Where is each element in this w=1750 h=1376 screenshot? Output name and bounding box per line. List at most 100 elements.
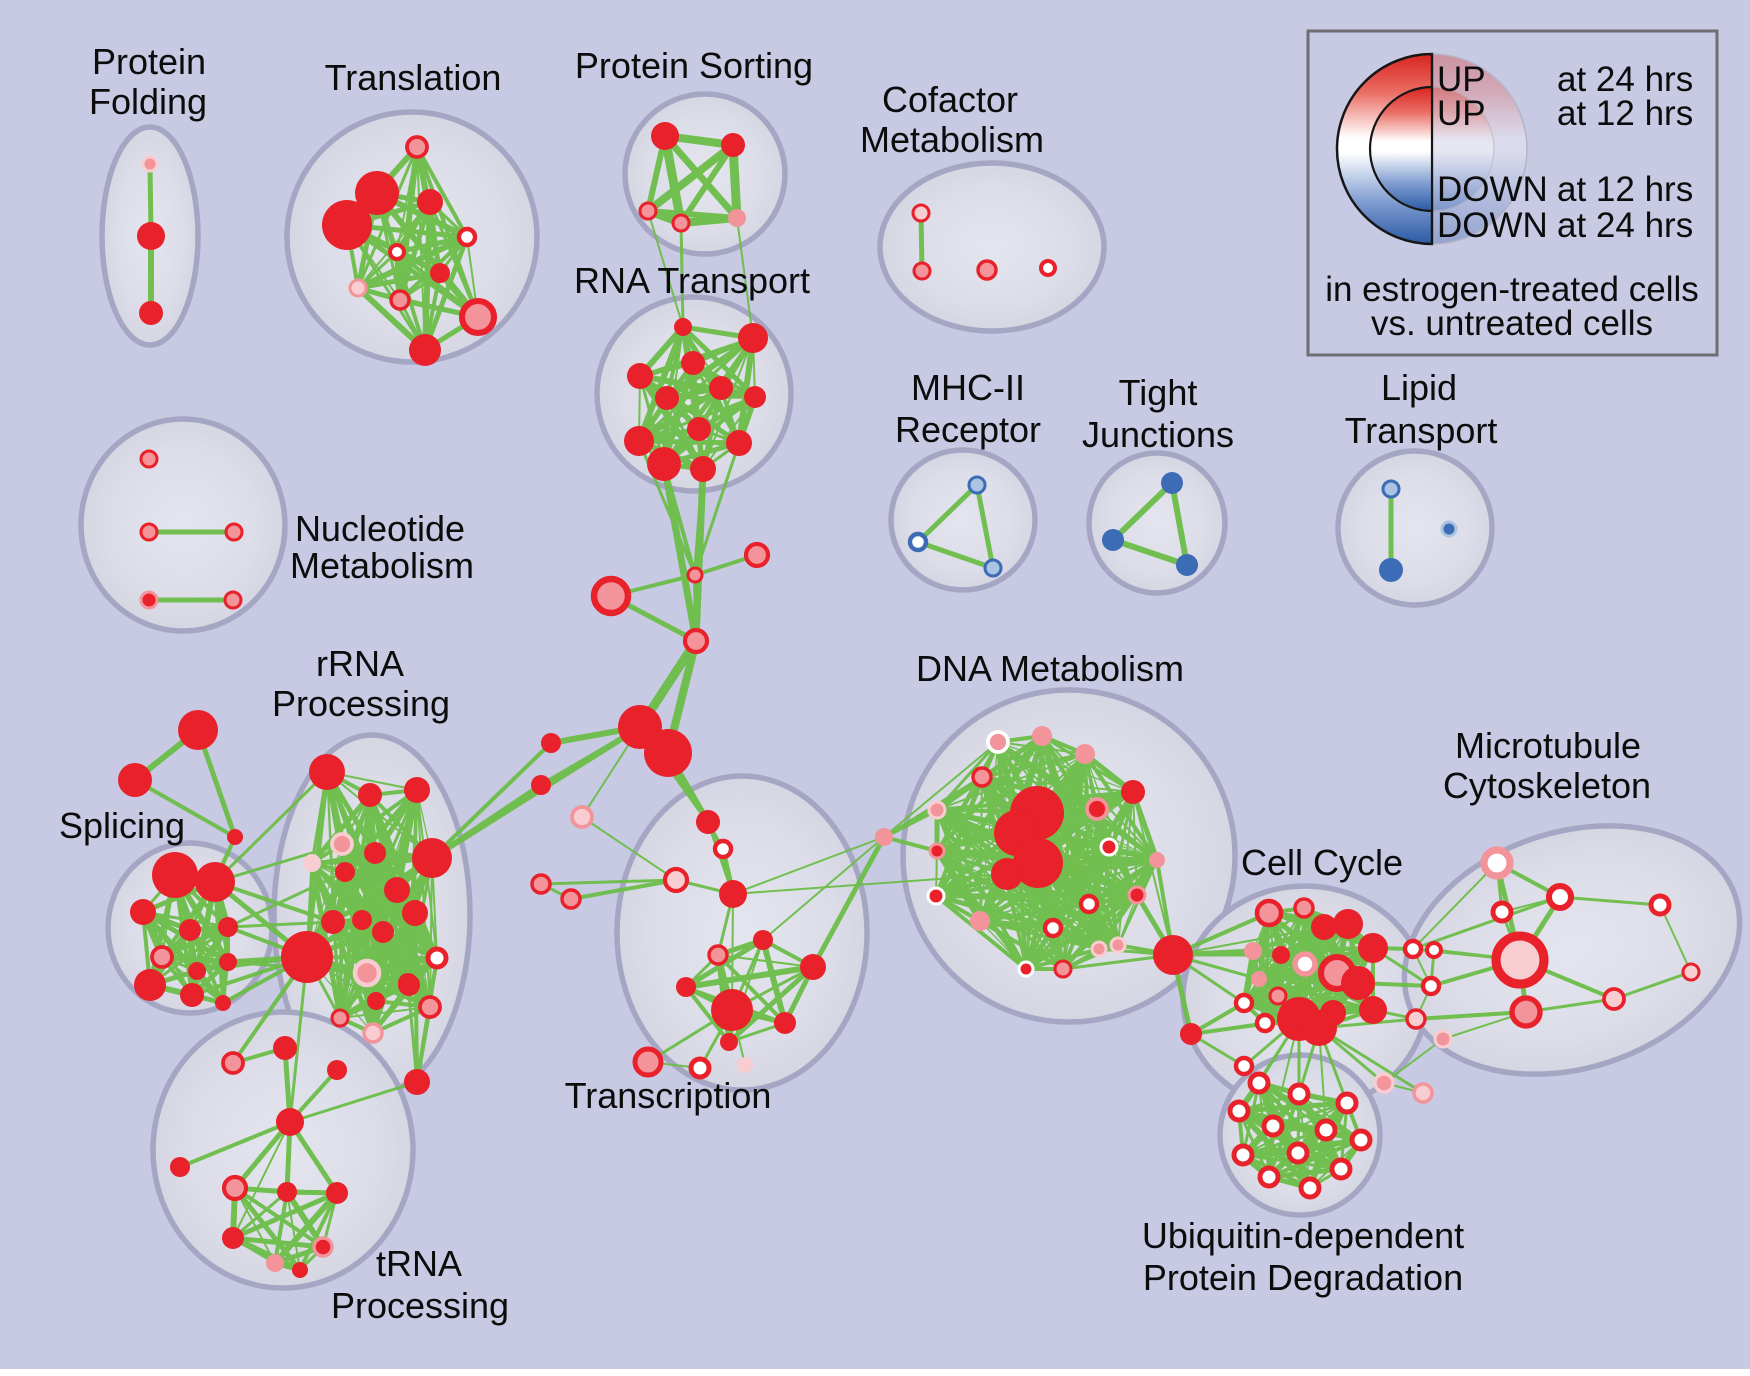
gene-node	[362, 1022, 384, 1044]
gene-node	[928, 842, 946, 860]
cluster-label: Junctions	[1082, 414, 1234, 455]
gene-node	[221, 1051, 245, 1075]
gene-node	[430, 263, 450, 283]
gene-node	[292, 1262, 308, 1278]
gene-node	[986, 730, 1010, 754]
gene-node	[1293, 897, 1315, 919]
gene-node	[322, 200, 372, 250]
gene-node	[1480, 846, 1514, 880]
gene-node	[137, 222, 165, 250]
cluster-tight-junctions	[1086, 450, 1228, 596]
cluster-cofactor-metabolism	[877, 160, 1107, 334]
cluster-lipid-transport	[1335, 448, 1495, 608]
gene-node	[425, 946, 449, 970]
legend-gradient-circle	[1368, 85, 1434, 213]
gene-node	[728, 209, 746, 227]
gene-node	[676, 977, 696, 997]
gene-node	[738, 323, 768, 353]
cluster-label: Folding	[89, 81, 207, 122]
gene-node	[647, 447, 681, 481]
gene-node	[456, 226, 478, 248]
gene-node	[224, 522, 244, 542]
gene-node	[1233, 1055, 1255, 1077]
gene-node	[590, 575, 632, 617]
cluster-label: tRNA	[376, 1243, 462, 1284]
gene-node	[1102, 529, 1124, 551]
gene-node	[281, 931, 333, 983]
gene-node	[139, 590, 159, 610]
cluster-label: Transcription	[565, 1075, 772, 1116]
legend-time-label: at 12 hrs	[1557, 94, 1693, 133]
gene-node	[276, 1108, 304, 1136]
cluster-label: DNA Metabolism	[916, 648, 1184, 689]
gene-node	[531, 775, 551, 795]
gene-node	[686, 566, 704, 584]
legend-time-label: at 24 hrs	[1557, 60, 1693, 99]
legend-level-label: UP	[1437, 60, 1486, 99]
gene-node	[1329, 1157, 1353, 1181]
gene-node	[1039, 259, 1057, 277]
gene-node	[1358, 933, 1388, 963]
cluster-label: RNA Transport	[574, 260, 810, 301]
gene-node	[222, 1227, 244, 1249]
gene-node	[753, 930, 773, 950]
gene-node	[674, 318, 692, 336]
gene-node	[1247, 1071, 1271, 1095]
gene-node	[277, 1182, 297, 1202]
gene-node	[1648, 893, 1672, 917]
gene-node	[970, 911, 990, 931]
gene-node	[1425, 941, 1443, 959]
gene-node	[912, 261, 932, 281]
gene-node	[1292, 951, 1318, 977]
gene-node	[1042, 917, 1064, 939]
gene-node	[139, 301, 163, 325]
gene-node	[687, 417, 711, 441]
gene-node	[1075, 744, 1095, 764]
gene-node	[1545, 882, 1575, 912]
gene-node	[179, 919, 201, 941]
gene-node	[312, 1236, 334, 1258]
cluster-label: Splicing	[59, 805, 185, 846]
cluster-label: Metabolism	[290, 545, 474, 586]
gene-node	[991, 858, 1023, 890]
cluster-nucleotide-metabolism	[78, 416, 288, 634]
gene-node	[388, 243, 406, 261]
gene-node	[1149, 852, 1165, 868]
gene-node	[1017, 960, 1035, 978]
gene-node	[364, 842, 386, 864]
gene-node	[1176, 554, 1198, 576]
legend-caption: in estrogen-treated cells	[1325, 270, 1699, 309]
gene-node	[1286, 1141, 1310, 1165]
gene-node	[1053, 959, 1073, 979]
edge-mesh	[644, 131, 742, 228]
gene-node	[800, 954, 826, 980]
gene-node	[223, 590, 243, 610]
gene-node	[1254, 898, 1284, 928]
gene-node	[624, 426, 654, 456]
gene-node	[632, 1046, 664, 1078]
gene-node	[1161, 472, 1183, 494]
cluster-mhc-ii-receptor	[888, 447, 1038, 593]
gene-node	[681, 351, 705, 375]
gene-node	[971, 766, 993, 788]
gene-node	[404, 1069, 430, 1095]
gene-node	[570, 805, 594, 829]
gene-node	[150, 945, 174, 969]
gene-node	[712, 838, 734, 860]
gene-node	[188, 962, 206, 980]
gene-node	[1085, 797, 1109, 821]
gene-node	[309, 754, 345, 790]
legend-caption: vs. untreated cells	[1371, 304, 1653, 343]
cluster-label: Cytoskeleton	[1443, 765, 1651, 806]
cluster-microtubule-cytoskeleton	[1401, 823, 1743, 1077]
gene-node	[1099, 837, 1119, 857]
gene-node	[1420, 975, 1442, 997]
gene-node	[1153, 935, 1193, 975]
cluster-label: Nucleotide	[295, 508, 465, 549]
gene-node	[1261, 1114, 1285, 1138]
cluster-label: Metabolism	[860, 119, 1044, 160]
